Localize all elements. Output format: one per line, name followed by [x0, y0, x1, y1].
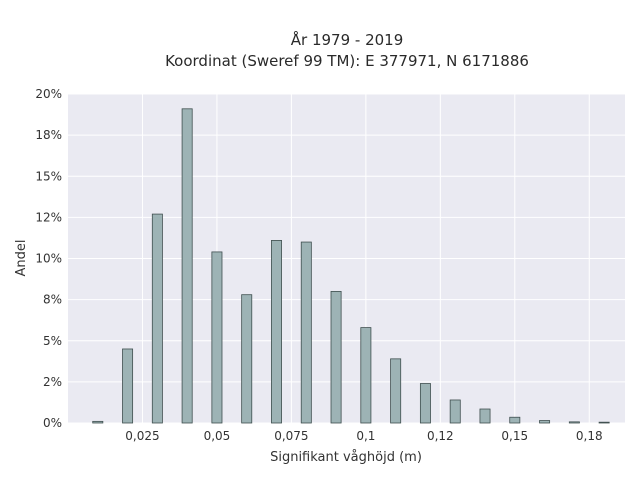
y-tick-label: 2%: [43, 375, 62, 389]
y-tick-label: 5%: [43, 334, 62, 348]
y-tick-label: 18%: [35, 128, 62, 142]
histogram-bar: [568, 421, 580, 424]
x-tick-label: 0,12: [427, 429, 454, 443]
x-axis-label: Signifikant våghöjd (m): [270, 450, 422, 465]
x-tick-label: 0,05: [204, 429, 231, 443]
histogram-bar: [181, 108, 193, 424]
y-tick-label: 20%: [35, 87, 62, 101]
bars-group: [92, 108, 610, 424]
x-tick-label: 0,15: [501, 429, 528, 443]
histogram-bar: [539, 420, 551, 424]
x-tick-label: 0,1: [356, 429, 375, 443]
histogram-bar: [300, 241, 312, 424]
histogram-bar: [360, 327, 372, 424]
histogram-bar: [271, 240, 282, 424]
histogram-bar: [92, 420, 104, 424]
y-axis-ticks: 0% 2% 5% 8% 10% 12% 15% 18% 20%: [35, 87, 62, 430]
y-tick-label: 0%: [43, 416, 62, 430]
histogram-bar: [390, 358, 402, 424]
histogram-bar: [241, 294, 253, 424]
chart-title-line-1: År 1979 - 2019: [291, 30, 404, 49]
histogram-bar: [449, 399, 461, 424]
histogram-bar: [598, 421, 610, 424]
histogram-bar: [151, 213, 163, 424]
histogram-bar: [330, 290, 342, 424]
y-tick-label: 8%: [43, 293, 62, 307]
y-tick-label: 12%: [35, 210, 62, 224]
histogram-bar: [122, 348, 134, 424]
x-tick-label: 0,075: [274, 429, 308, 443]
x-tick-label: 0,18: [576, 429, 603, 443]
chart-title-line-2: Koordinat (Sweref 99 TM): E 377971, N 61…: [165, 52, 529, 70]
histogram-bar: [419, 383, 431, 424]
histogram-bar: [211, 251, 223, 424]
y-tick-label: 10%: [35, 252, 62, 266]
histogram-bar: [479, 408, 491, 424]
x-axis-ticks: 0,025 0,05 0,075 0,1 0,12 0,15 0,18: [125, 429, 602, 443]
histogram-bar: [509, 416, 521, 424]
y-tick-label: 15%: [35, 169, 62, 183]
y-axis-label: Andel: [14, 240, 29, 277]
x-tick-label: 0,025: [125, 429, 159, 443]
